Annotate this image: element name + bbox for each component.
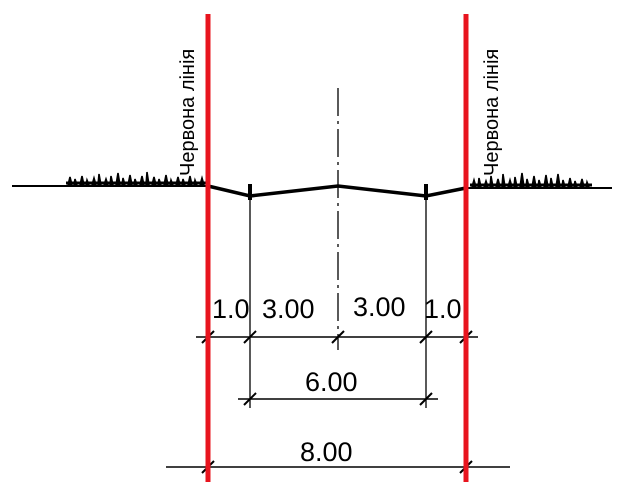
grass-texture-left bbox=[66, 171, 206, 186]
dimension-ticks-road bbox=[243, 392, 433, 406]
red-line-label-left: Червона лінія bbox=[177, 49, 199, 176]
dimension-ticks-segments bbox=[201, 330, 473, 344]
dim-left-carriageway: 3.00 bbox=[262, 294, 315, 324]
dim-left-margin: 1.0 bbox=[212, 294, 250, 324]
grass-texture-right bbox=[470, 172, 592, 188]
dim-road-width: 6.00 bbox=[305, 367, 358, 397]
dim-right-margin: 1.0 bbox=[424, 294, 462, 324]
dim-right-carriageway: 3.00 bbox=[353, 292, 406, 322]
red-line-label-right: Червона лінія bbox=[481, 49, 503, 176]
dim-total-width: 8.00 bbox=[300, 437, 353, 467]
